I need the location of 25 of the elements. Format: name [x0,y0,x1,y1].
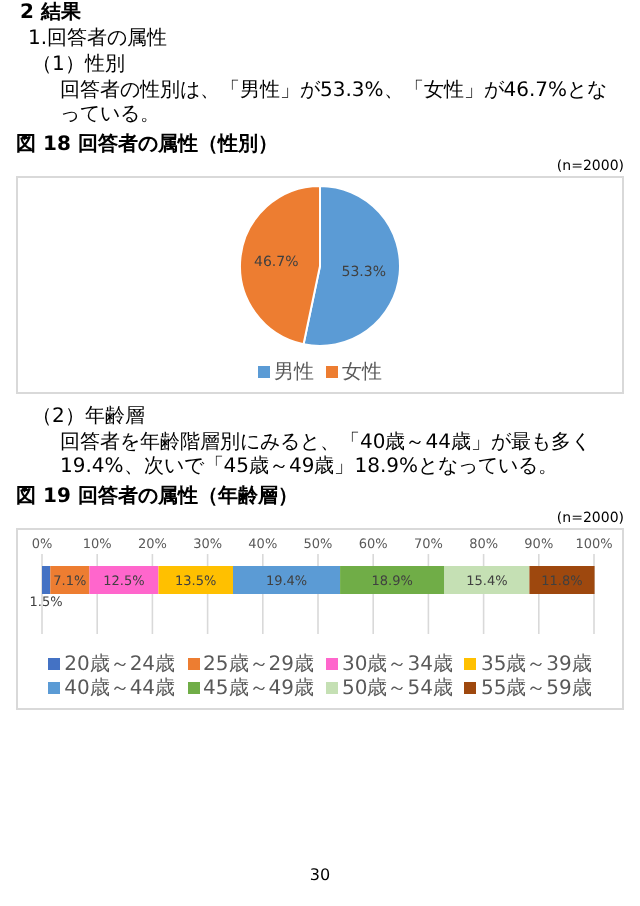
bar [232,566,341,594]
legend-label: 55歳～59歳 [478,678,592,702]
legend-label: 30歳～34歳 [340,654,453,677]
text: 回答者を年齢階層別にみると、「40歳～44歳」が最も多く19.4%、次いで「45歳～49歳」18.9%となっている。 [60,432,593,480]
legend-label: 45歳～49歳 [201,678,314,702]
text: （1）性別 [32,54,127,78]
text: 30 [307,864,333,888]
legend-label: 35歳～39歳 [478,654,592,677]
bar [529,566,595,594]
bar [444,566,530,594]
legend-label: 50歳～54歳 [340,678,453,702]
bar [340,566,445,594]
text: 2 結果 [20,2,83,26]
legend-label: 40歳～44歳 [62,678,176,702]
chart-title: 図 18 回答者の属性（性別） [16,134,280,158]
text: （2）年齢層 [32,406,147,430]
text: 1.回答者の属性 [28,28,170,52]
bar [158,566,233,594]
legend-label: 男性 [272,362,314,386]
bar [42,566,51,594]
text: 回答者の性別は、「男性」が53.3%、「女性」が46.7%となっている。 [60,80,610,128]
legend-label: 25歳～29歳 [201,654,314,677]
legend-label: 女性 [340,362,382,386]
chart-title: 図 19 回答者の属性（年齢層） [16,486,300,510]
legend-label: 20歳～24歳 [62,654,176,677]
